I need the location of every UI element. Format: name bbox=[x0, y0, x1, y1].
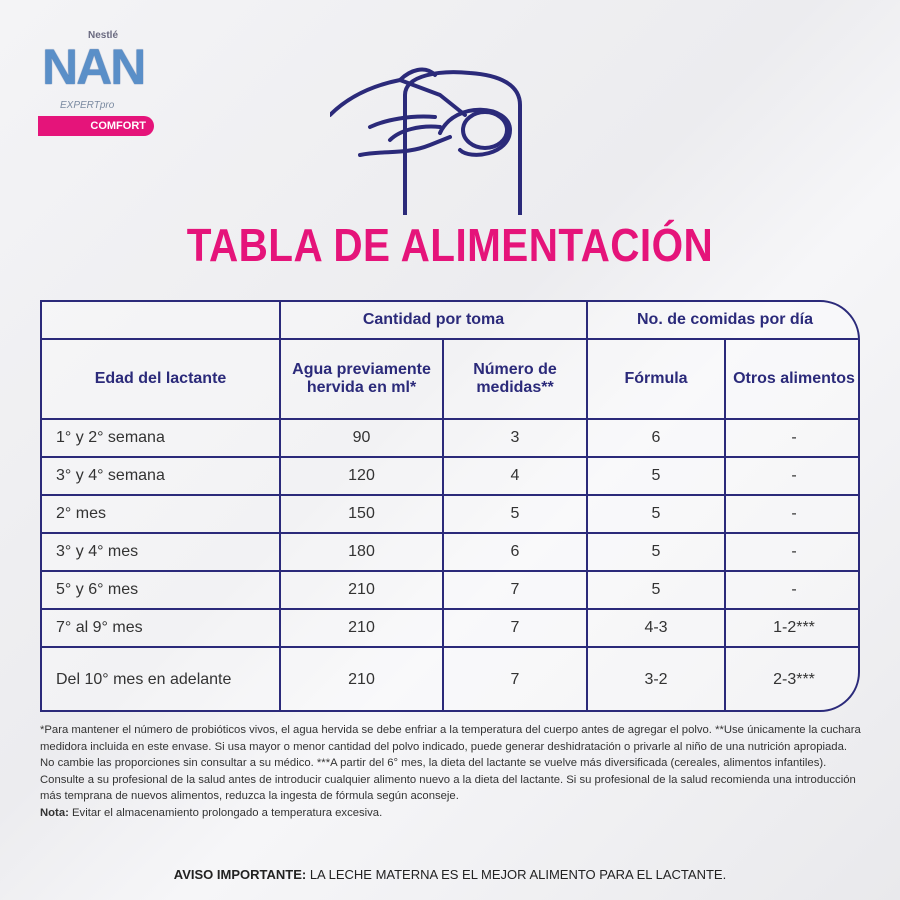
logo-line: EXPERTpro bbox=[60, 100, 115, 111]
value-cell: 4-3 bbox=[586, 608, 726, 648]
value-cell: - bbox=[724, 456, 858, 496]
hand-top bbox=[330, 78, 467, 117]
footnote: *Para mantener el número de probióticos … bbox=[40, 724, 861, 802]
age-cell: 7° al 9° mes bbox=[42, 608, 281, 648]
value-cell: 180 bbox=[279, 532, 444, 572]
age-cell: 5° y 6° mes bbox=[42, 570, 281, 610]
column-header: Número de medidas** bbox=[442, 338, 588, 420]
value-cell: - bbox=[724, 418, 858, 458]
column-header: Otros alimentos bbox=[724, 338, 858, 420]
value-cell: 2-3*** bbox=[724, 646, 858, 710]
table-row: 5° y 6° mes 210 7 5- bbox=[42, 570, 858, 610]
footnotes: *Para mantener el número de probióticos … bbox=[40, 722, 862, 821]
header-row: Edad del lactante Agua previamente hervid… bbox=[42, 338, 858, 420]
age-cell: 3° y 4° semana bbox=[42, 456, 281, 496]
note-text: Evitar el almacenamiento prolongado a te… bbox=[72, 806, 383, 819]
value-cell: 7 bbox=[442, 608, 588, 648]
note-label: Nota: bbox=[40, 806, 69, 819]
group-header: No. de comidas por día bbox=[586, 302, 858, 340]
value-cell: - bbox=[724, 532, 858, 572]
finger bbox=[388, 124, 442, 142]
table-row: 2° mes 150 5 5- bbox=[42, 494, 858, 534]
finger bbox=[368, 114, 437, 129]
value-cell: 4 bbox=[442, 456, 588, 496]
table-row: 1° y 2° semana 90 3 6- bbox=[42, 418, 858, 458]
scoop-bowl bbox=[461, 110, 509, 150]
group-header-row: Cantidad por toma No. de comidas por día bbox=[42, 302, 858, 340]
value-cell: 5 bbox=[586, 494, 726, 534]
value-cell: 3 bbox=[442, 418, 588, 458]
value-cell: 90 bbox=[279, 418, 444, 458]
value-cell: 1-2*** bbox=[724, 608, 858, 648]
age-cell: 2° mes bbox=[42, 494, 281, 534]
column-header: Agua previamente hervida en ml* bbox=[279, 338, 444, 420]
value-cell: 5 bbox=[586, 532, 726, 572]
age-cell: Del 10° mes en adelante bbox=[42, 646, 281, 710]
age-cell: 3° y 4° mes bbox=[42, 532, 281, 572]
title: TABLA DE ALIMENTACIÓN bbox=[186, 219, 714, 271]
value-cell: 5 bbox=[586, 570, 726, 610]
value-cell: 5 bbox=[442, 494, 588, 534]
value-cell: - bbox=[724, 570, 858, 610]
value-cell: 210 bbox=[279, 570, 444, 610]
value-cell: - bbox=[724, 494, 858, 534]
logo-name: NAN bbox=[42, 39, 146, 95]
value-cell: 3-2 bbox=[586, 646, 726, 710]
value-cell: 6 bbox=[442, 532, 588, 572]
group-header: Cantidad por toma bbox=[279, 302, 588, 340]
scoop bbox=[438, 107, 512, 157]
logo-variant: COMFORT bbox=[38, 116, 154, 136]
column-header: Fórmula bbox=[586, 338, 726, 420]
age-cell: 1° y 2° semana bbox=[42, 418, 281, 458]
value-cell: 7 bbox=[442, 646, 588, 710]
table-row: Del 10° mes en adelante 210 7 3-2 2-3*** bbox=[42, 646, 858, 710]
column-header: Edad del lactante bbox=[42, 338, 281, 420]
value-cell: 150 bbox=[279, 494, 444, 534]
illustration bbox=[330, 67, 522, 215]
table-row: 7° al 9° mes 210 7 4-3 1-2*** bbox=[42, 608, 858, 648]
thumb bbox=[398, 67, 437, 82]
table-row: 3° y 4° mes 180 6 5- bbox=[42, 532, 858, 572]
table-row: 3° y 4° semana 120 4 5- bbox=[42, 456, 858, 496]
hand-bottom bbox=[358, 135, 452, 157]
feeding-table: Cantidad por toma No. de comidas por día E… bbox=[42, 302, 858, 710]
table-frame: Cantidad por toma No. de comidas por día E… bbox=[40, 300, 860, 712]
logo-brand: Nestlé bbox=[88, 30, 119, 41]
value-cell: 210 bbox=[279, 608, 444, 648]
notice-label: AVISO IMPORTANTE: bbox=[173, 867, 307, 882]
value-cell: 5 bbox=[586, 456, 726, 496]
empty-cell bbox=[42, 302, 281, 340]
value-cell: 120 bbox=[279, 456, 444, 496]
value-cell: 6 bbox=[586, 418, 726, 458]
notice-text: LA LECHE MATERNA ES EL MEJOR ALIMENTO PA… bbox=[309, 867, 727, 882]
value-cell: 7 bbox=[442, 570, 588, 610]
notice: AVISO IMPORTANTE: LA LECHE MATERNA ES EL… bbox=[0, 867, 900, 882]
value-cell: 210 bbox=[279, 646, 444, 710]
